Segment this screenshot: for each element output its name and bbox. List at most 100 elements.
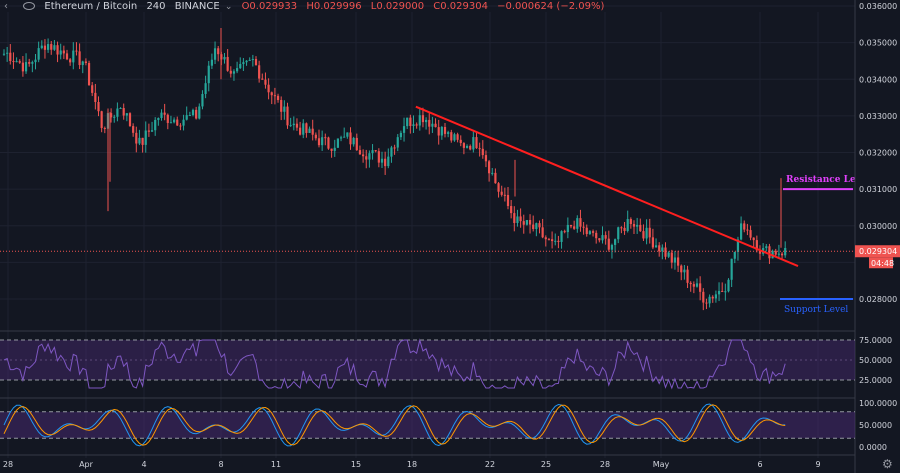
symbol-name[interactable]: Ethereum / Bitcoin <box>44 1 138 12</box>
close-value: C0.029304 <box>433 1 488 12</box>
candle-body <box>402 126 406 133</box>
candle-body <box>273 95 276 97</box>
candle-body <box>752 237 755 241</box>
gear-icon[interactable]: ⚙ <box>882 457 893 471</box>
candle-body <box>371 150 374 154</box>
time-axis[interactable]: 28 Apr 4 8 11 15 18 22 25 28 May 6 9 <box>0 454 855 469</box>
candle-body <box>585 227 588 234</box>
candle-body <box>276 95 280 100</box>
exchange: BINANCE <box>174 1 220 12</box>
candle-body <box>708 296 711 304</box>
candle-body <box>169 122 173 124</box>
interval[interactable]: 240 <box>146 1 166 12</box>
rsi-line <box>3 338 786 390</box>
candle-body <box>355 137 358 151</box>
candle-body <box>188 115 191 117</box>
candle-body <box>421 115 425 123</box>
candle-body <box>443 127 447 134</box>
candle-body <box>204 83 207 94</box>
candle-body <box>695 283 699 287</box>
candle-body <box>626 219 629 231</box>
stoch-k-line <box>3 403 786 447</box>
eye-icon[interactable] <box>23 2 36 10</box>
candle-body <box>349 132 352 145</box>
stoch-tick-label: 100.0000 <box>859 399 897 408</box>
candle-body <box>125 113 128 116</box>
candle-body <box>305 123 308 133</box>
candle-body <box>510 206 513 214</box>
candle-body <box>488 161 491 174</box>
candle-body <box>302 123 305 135</box>
candle-body <box>160 112 163 119</box>
candle-body <box>87 63 91 86</box>
time-tick-label: 28 <box>3 460 13 469</box>
candle-body <box>551 239 554 242</box>
candle-body <box>743 223 746 230</box>
candle-body <box>412 124 415 126</box>
candle-body <box>78 51 81 66</box>
candle-body <box>380 158 384 163</box>
candle-body <box>497 183 500 192</box>
price-tick-label: 0.031000 <box>859 185 897 194</box>
candle-body <box>37 48 40 60</box>
candle-body <box>632 224 636 227</box>
candle-body <box>604 235 607 239</box>
candle-body <box>138 137 141 144</box>
candle-body <box>330 148 333 151</box>
candle-body <box>437 127 440 136</box>
candle-body <box>384 158 387 167</box>
time-tick-label: 22 <box>485 460 495 469</box>
candle-body <box>53 45 56 50</box>
candle-body <box>503 194 506 196</box>
candle-body <box>465 145 469 148</box>
candle-body <box>654 245 658 248</box>
candle-body <box>724 291 727 293</box>
high-value: H0.029996 <box>306 1 362 12</box>
price-axis[interactable]: 0.036000 0.035000 0.034000 0.033000 0.032000… <box>854 0 900 473</box>
rsi-tick-label: 50.0000 <box>859 356 892 365</box>
stoch-d-line <box>3 404 786 446</box>
candle-body <box>711 296 714 299</box>
candle-body <box>229 70 232 74</box>
candle-body <box>56 45 59 55</box>
candle-body <box>623 227 626 231</box>
candle-body <box>258 65 261 79</box>
price-tick-label: 0.030000 <box>859 222 897 231</box>
candle-body <box>254 59 258 66</box>
candle-body <box>591 231 595 233</box>
candle-body <box>213 48 217 60</box>
candle-body <box>40 45 43 49</box>
resistance-label: Resistance Level <box>786 175 871 185</box>
candle-body <box>365 156 368 160</box>
stoch-tick-label: 0.0000 <box>859 443 887 452</box>
candle-body <box>28 62 31 64</box>
candle-body <box>239 64 242 69</box>
candle-body <box>717 290 721 295</box>
candle-body <box>730 258 733 280</box>
time-tick-label: 6 <box>757 460 762 469</box>
time-tick-label: 4 <box>141 460 146 469</box>
candle-body <box>692 284 695 287</box>
collapse-chevron-icon[interactable]: ‹ <box>4 1 8 12</box>
candle-body <box>182 119 185 126</box>
candle-body <box>207 65 210 84</box>
candle-body <box>651 237 654 248</box>
candle-body <box>721 290 724 292</box>
candle-body <box>94 92 97 102</box>
trendline[interactable] <box>415 105 799 267</box>
candle-body <box>317 138 321 146</box>
candle-body <box>714 294 717 299</box>
candle-body <box>100 111 103 128</box>
candle-body <box>311 128 314 135</box>
time-tick-label: 28 <box>600 460 610 469</box>
candle-body <box>113 116 116 118</box>
candle-body <box>9 52 12 62</box>
candle-body <box>75 50 78 52</box>
candle-body <box>110 113 113 118</box>
candle-body <box>576 218 579 229</box>
last-price-tag <box>855 245 900 258</box>
chevron-down-icon[interactable]: ⌄ <box>224 2 233 12</box>
candle-body <box>746 229 749 231</box>
candle-body <box>642 231 645 239</box>
